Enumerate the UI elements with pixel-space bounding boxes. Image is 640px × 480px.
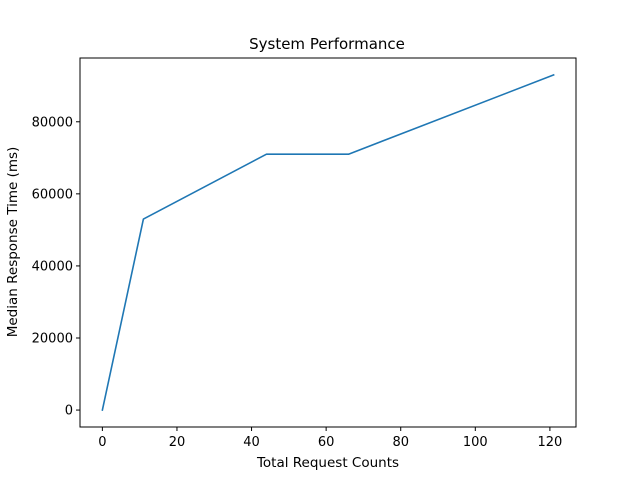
plot-area: 0 20 40 60 80 100 120 0 20000 40000 60000 80000 bbox=[32, 57, 577, 450]
x-tick-label: 120 bbox=[537, 435, 562, 450]
x-tick-label: 60 bbox=[318, 435, 335, 450]
y-axis-label: Median Response Time (ms) bbox=[5, 147, 21, 338]
x-axis-label: Total Request Counts bbox=[256, 455, 399, 471]
y-tick-label: 20000 bbox=[32, 331, 73, 346]
x-tick-label: 100 bbox=[463, 435, 488, 450]
chart-title: System Performance bbox=[249, 35, 405, 53]
y-tick-label: 80000 bbox=[32, 115, 73, 130]
y-tick-label: 60000 bbox=[32, 187, 73, 202]
series-line-0 bbox=[101, 73, 555, 412]
plot-frame bbox=[79, 57, 577, 428]
x-tick-label: 20 bbox=[169, 435, 186, 450]
x-tick-label: 40 bbox=[243, 435, 260, 450]
y-tick-label: 0 bbox=[65, 404, 73, 419]
x-tick-label: 80 bbox=[392, 435, 409, 450]
x-tick-label: 0 bbox=[98, 435, 106, 450]
y-tick-label: 40000 bbox=[32, 259, 73, 274]
